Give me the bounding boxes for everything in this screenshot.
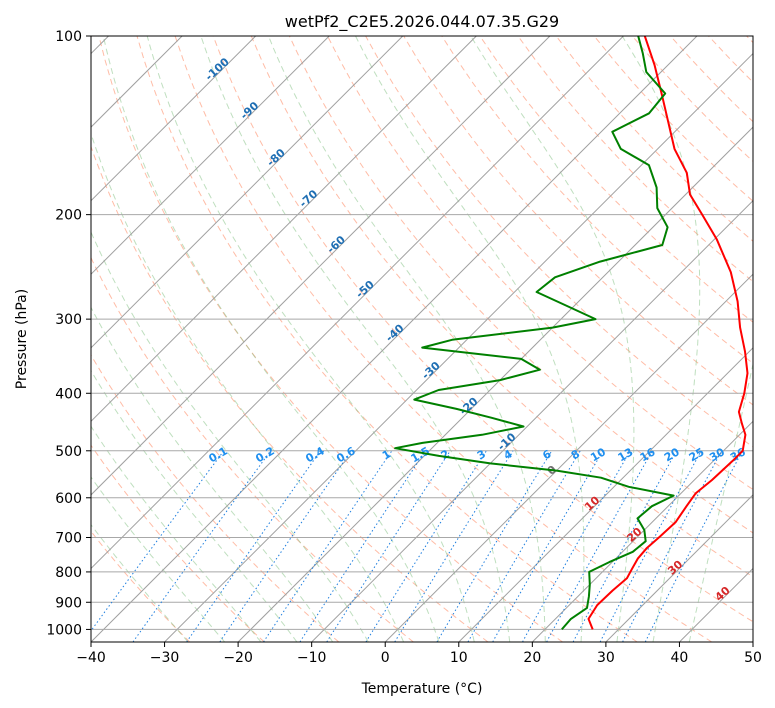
x-tick-label: −10 [297, 650, 327, 666]
isotherm-line [164, 52, 753, 642]
dry-adiabat [98, 36, 563, 642]
dry-adiabat [288, 36, 753, 534]
isotherm-line [91, 36, 330, 275]
temperature-profile-line [587, 36, 749, 630]
isotherm-line [458, 347, 753, 642]
y-tick-label: 900 [55, 595, 82, 611]
x-tick-label: 40 [671, 650, 689, 666]
moist-adiabat [91, 132, 405, 642]
isotherm-line [531, 420, 753, 642]
mixing-ratio-line [91, 450, 225, 632]
dewpoint-profile-line [394, 36, 675, 631]
y-tick-label: 700 [55, 531, 82, 547]
dry-adiabat [91, 256, 414, 642]
y-tick-label: 1000 [46, 622, 82, 638]
moist-adiabat [200, 36, 511, 642]
moist-adiabat [91, 369, 298, 642]
moist-adiabat [268, 36, 546, 642]
plot-frame [90, 35, 754, 643]
y-tick-label: 100 [55, 29, 82, 45]
moist-adiabat [102, 36, 440, 642]
dry-adiabat [91, 444, 265, 642]
mixing-ratio-line [522, 450, 631, 642]
moist-adiabat [91, 230, 369, 642]
mixing-ratio-line [546, 450, 653, 642]
dry-adiabat [136, 36, 638, 642]
x-tick-label: 10 [450, 650, 468, 666]
y-tick-label: 600 [55, 491, 82, 507]
y-tick-label: 400 [55, 386, 82, 402]
mixing-ratio-line [219, 450, 352, 642]
x-tick-label: 20 [523, 650, 541, 666]
isotherm-line [91, 36, 624, 570]
moist-adiabat [146, 36, 475, 642]
chart-title: wetPf2_C2E5.2026.044.07.35.G29 [285, 12, 559, 32]
x-axis: −40 −30 −20 −10 0 10 20 30 40 50 [76, 642, 762, 666]
isotherm-line [311, 199, 753, 642]
y-tick-label: 800 [55, 565, 82, 581]
dry-adiabat [212, 36, 753, 623]
isotherm-line [237, 126, 753, 642]
mixing-ratio-line [326, 450, 451, 642]
x-axis-label: Temperature (°C) [361, 681, 483, 697]
moist-adiabat [621, 36, 701, 642]
moist-adiabat [91, 523, 189, 642]
mixing-ratio-line [186, 450, 321, 642]
y-axis: 100 200 300 400 500 600 700 800 900 1000 [46, 29, 91, 638]
moist-adiabat [91, 425, 262, 642]
x-tick-label: −30 [150, 650, 180, 666]
isotherm-line [91, 36, 698, 642]
mixing-ratio-line [572, 450, 678, 642]
mixing-ratio-line [365, 450, 487, 642]
isotherm-line [91, 36, 404, 349]
x-tick-label: −20 [223, 650, 253, 666]
x-tick-label: 50 [744, 650, 762, 666]
dry-adiabat [91, 354, 340, 642]
mixing-ratio-line [599, 450, 702, 642]
moist-adiabat [91, 306, 334, 642]
x-tick-label: 0 [381, 650, 390, 666]
y-tick-label: 300 [55, 312, 82, 328]
dry-adiabat [250, 36, 753, 578]
moist-adiabat [688, 361, 753, 642]
mixing-ratio-line [299, 450, 426, 642]
isotherm-line [384, 273, 753, 642]
moist-adiabat [91, 476, 226, 642]
moist-adiabat [470, 36, 635, 642]
isotherm-line [91, 36, 477, 423]
isotherm-line [91, 36, 551, 496]
y-tick-label: 500 [55, 444, 82, 460]
dry-adiabat [327, 36, 753, 491]
mixing-ratio-line [132, 450, 272, 642]
moist-adiabat [355, 36, 585, 642]
dry-adiabat [174, 36, 713, 642]
y-tick-label: 200 [55, 208, 82, 224]
x-tick-label: −40 [76, 650, 106, 666]
mixing-ratio-line [263, 450, 393, 642]
x-tick-label: 30 [597, 650, 615, 666]
y-axis-label: Pressure (hPa) [14, 289, 30, 389]
isotherm-line [605, 494, 753, 642]
isotherm-line [91, 36, 257, 202]
mixing-ratio-line [436, 450, 553, 642]
